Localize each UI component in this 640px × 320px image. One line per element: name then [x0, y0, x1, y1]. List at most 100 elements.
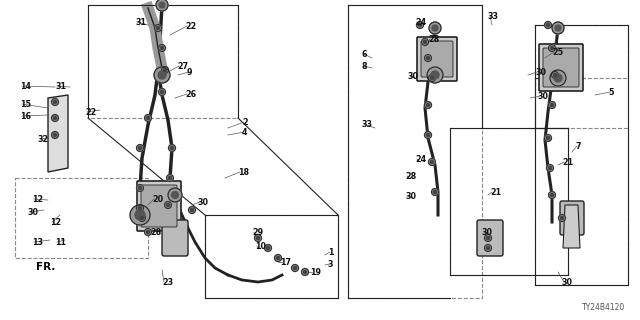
Circle shape [163, 68, 166, 72]
Text: 22: 22 [185, 22, 196, 31]
Circle shape [550, 70, 566, 86]
Circle shape [433, 190, 436, 194]
Circle shape [545, 134, 552, 141]
Text: 20: 20 [152, 195, 163, 204]
Circle shape [266, 246, 269, 250]
Circle shape [422, 38, 429, 45]
Circle shape [138, 214, 145, 221]
Circle shape [135, 210, 145, 220]
Circle shape [486, 236, 490, 240]
Circle shape [156, 0, 168, 11]
Text: 14: 14 [20, 82, 31, 91]
Circle shape [138, 206, 141, 210]
Circle shape [159, 2, 165, 8]
Text: 5: 5 [608, 88, 614, 97]
Circle shape [424, 40, 427, 44]
Circle shape [429, 75, 435, 82]
Circle shape [548, 101, 556, 108]
Circle shape [145, 115, 152, 122]
Circle shape [419, 23, 422, 27]
FancyBboxPatch shape [539, 44, 583, 91]
Circle shape [552, 71, 559, 78]
Circle shape [147, 116, 150, 120]
Text: 21: 21 [490, 188, 501, 197]
Circle shape [303, 270, 307, 274]
Circle shape [168, 145, 175, 151]
Circle shape [552, 22, 564, 34]
Text: 30: 30 [408, 72, 419, 81]
Text: 2: 2 [242, 118, 248, 127]
Circle shape [51, 115, 58, 122]
Circle shape [145, 228, 152, 236]
FancyBboxPatch shape [137, 181, 181, 231]
Circle shape [156, 27, 159, 29]
Circle shape [550, 193, 554, 196]
Circle shape [166, 204, 170, 207]
Circle shape [136, 185, 143, 191]
Circle shape [432, 25, 438, 31]
Circle shape [257, 236, 260, 240]
Text: 16: 16 [20, 112, 31, 121]
Circle shape [138, 147, 141, 149]
Circle shape [484, 235, 492, 242]
Circle shape [548, 166, 552, 170]
Circle shape [561, 216, 564, 220]
Text: 28: 28 [405, 172, 416, 181]
Text: 9: 9 [187, 68, 193, 77]
Circle shape [429, 22, 441, 34]
Circle shape [158, 71, 166, 79]
Circle shape [424, 132, 431, 139]
Text: 27: 27 [177, 62, 188, 71]
Circle shape [189, 206, 195, 213]
Text: 23: 23 [162, 278, 173, 287]
Circle shape [275, 254, 282, 261]
Circle shape [159, 89, 166, 95]
Circle shape [431, 188, 438, 196]
Circle shape [140, 216, 143, 220]
Text: 21: 21 [562, 158, 573, 167]
Text: 1: 1 [328, 248, 333, 257]
Circle shape [555, 25, 561, 31]
Text: 7: 7 [575, 142, 580, 151]
Text: 30: 30 [535, 68, 546, 77]
FancyBboxPatch shape [417, 37, 457, 81]
Circle shape [161, 67, 168, 74]
Circle shape [417, 21, 424, 28]
Circle shape [486, 246, 490, 250]
Text: 4: 4 [242, 128, 248, 137]
Text: 29: 29 [252, 228, 263, 237]
Text: 19: 19 [310, 268, 321, 277]
Text: 30: 30 [198, 198, 209, 207]
Text: 17: 17 [280, 258, 291, 267]
Circle shape [53, 100, 56, 104]
Circle shape [554, 74, 562, 82]
Text: 22: 22 [85, 108, 96, 117]
Text: 28: 28 [428, 35, 439, 44]
Circle shape [484, 244, 492, 252]
Circle shape [130, 205, 150, 225]
FancyBboxPatch shape [162, 220, 188, 256]
Circle shape [164, 202, 172, 209]
Circle shape [548, 191, 556, 198]
Text: 8: 8 [362, 62, 367, 71]
Circle shape [424, 101, 431, 108]
Text: 26: 26 [185, 90, 196, 99]
Circle shape [51, 99, 58, 106]
Text: 12: 12 [32, 195, 43, 204]
FancyBboxPatch shape [560, 201, 584, 235]
Text: 28: 28 [150, 228, 161, 237]
Circle shape [554, 73, 557, 76]
Circle shape [550, 103, 554, 107]
Text: 24: 24 [415, 155, 426, 164]
Circle shape [429, 158, 435, 165]
Text: 13: 13 [32, 238, 43, 247]
Circle shape [161, 46, 164, 50]
Circle shape [547, 164, 554, 172]
Circle shape [138, 187, 141, 189]
Circle shape [426, 133, 429, 137]
Bar [450, 128, 568, 275]
Text: 33: 33 [488, 12, 499, 21]
Circle shape [172, 191, 179, 198]
Circle shape [276, 256, 280, 260]
Text: 10: 10 [255, 242, 266, 251]
